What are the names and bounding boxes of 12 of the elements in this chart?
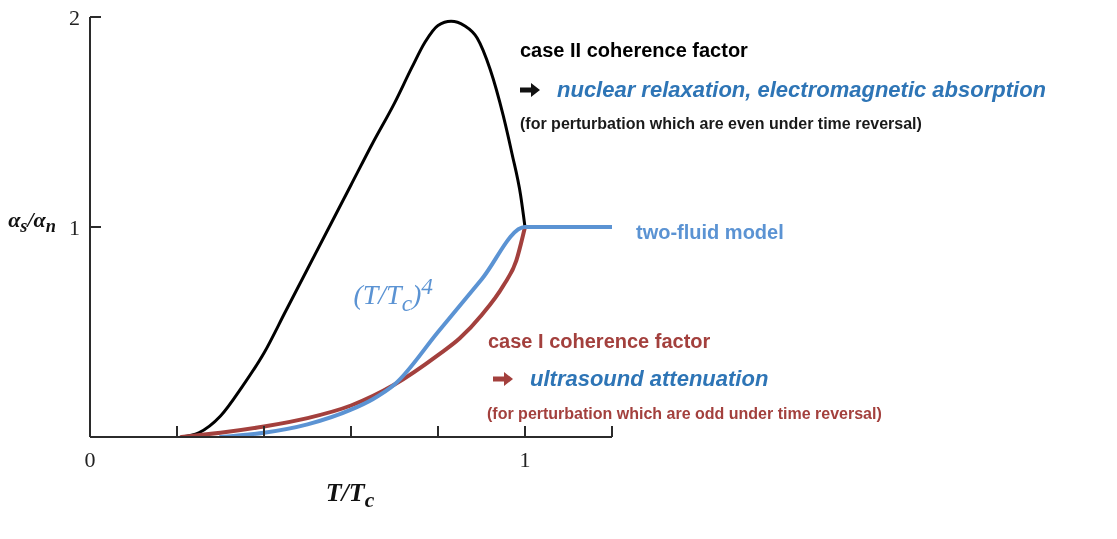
x-tick-label: 0 — [84, 446, 96, 472]
series-label: case II coherence factor — [520, 38, 748, 62]
annotation: (for perturbation which are odd under time reversal) — [487, 404, 882, 424]
series-label: two-fluid model — [636, 220, 784, 244]
annotation: nuclear relaxation, electromagnetic absorption — [557, 77, 1047, 103]
annotation: ultrasound attenuation — [530, 366, 769, 392]
x-axis-title: T/T$_{c}$ — [325, 478, 375, 514]
annotation: (for perturbation which are even under time reversal) — [520, 114, 922, 134]
y-tick-label: 2 — [69, 4, 80, 30]
annotation: (T/T$_{c}$)$^{4}$ — [353, 273, 433, 317]
series-label: case I coherence factor — [488, 329, 711, 353]
y-axis-title: α$_{s}$/α$_{n}$ — [8, 206, 56, 238]
